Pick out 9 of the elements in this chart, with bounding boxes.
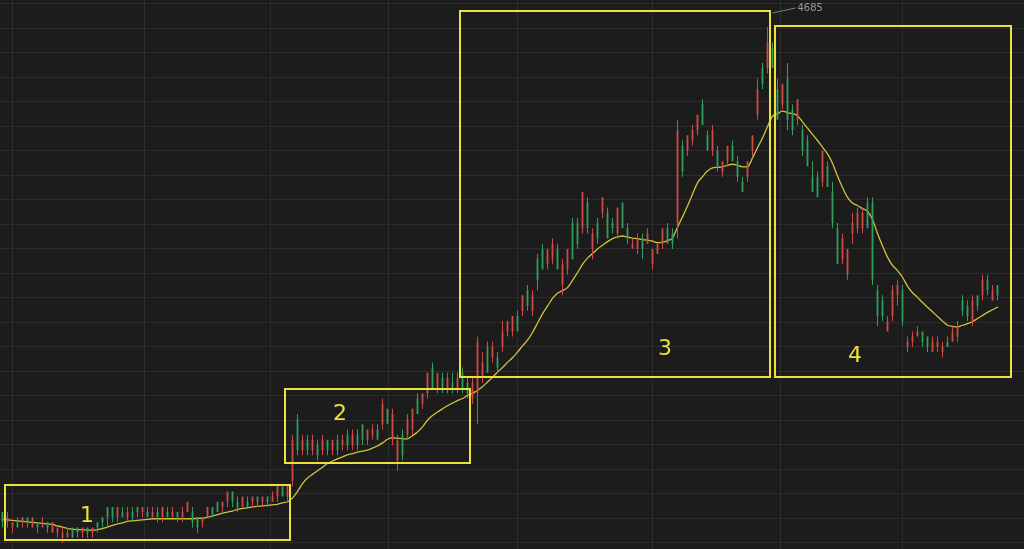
rectangle-outline: 2: [284, 388, 471, 464]
annotation: 2: [333, 400, 347, 425]
rectangle-outline: 4: [774, 25, 1012, 378]
rectangle-outline: 1: [4, 484, 291, 541]
annotation: 4: [848, 342, 862, 367]
annotation: 3: [658, 335, 672, 360]
text: 4685: [797, 1, 823, 13]
rectangle-outline: 3: [459, 10, 771, 378]
annotation: 1: [80, 502, 94, 527]
